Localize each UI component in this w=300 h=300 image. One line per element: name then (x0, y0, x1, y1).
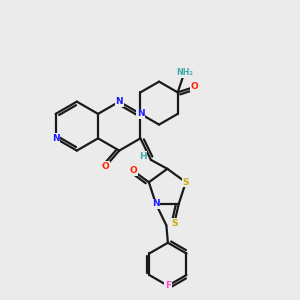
Text: S: S (171, 219, 178, 228)
Text: H: H (139, 152, 146, 161)
Text: F: F (165, 281, 171, 290)
Text: NH₂: NH₂ (176, 68, 193, 77)
Text: O: O (130, 167, 137, 176)
Text: N: N (116, 97, 123, 106)
Text: O: O (190, 82, 198, 91)
Text: O: O (102, 162, 110, 171)
Text: N: N (136, 110, 144, 118)
Text: N: N (152, 200, 160, 208)
Text: N: N (52, 134, 59, 143)
Text: S: S (182, 178, 189, 187)
